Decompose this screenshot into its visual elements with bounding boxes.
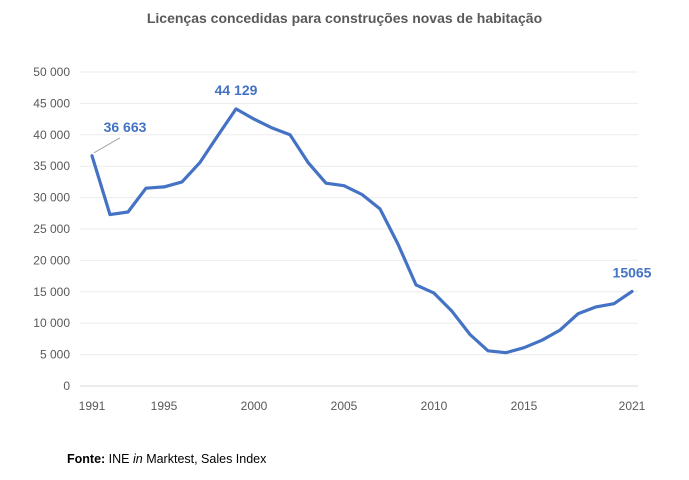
annotations: 36 663 44 129 15065 — [93, 82, 652, 280]
y-tick-label: 45 000 — [33, 96, 70, 110]
y-tick-label: 5 000 — [40, 348, 70, 362]
x-tick-label: 1991 — [79, 399, 106, 413]
y-tick-label: 20 000 — [33, 253, 70, 267]
x-tick-label: 2015 — [511, 399, 538, 413]
y-tick-label: 30 000 — [33, 191, 70, 205]
y-tick-label: 15 000 — [33, 285, 70, 299]
leader-line — [93, 137, 121, 154]
source-text-1: INE — [105, 452, 133, 466]
data-label: 15065 — [613, 264, 652, 280]
y-tick-label: 50 000 — [33, 65, 70, 79]
source-text-2: Marktest, Sales Index — [142, 452, 267, 466]
gridlines — [80, 71, 638, 356]
data-label: 36 663 — [104, 119, 147, 135]
y-tick-label: 10 000 — [33, 316, 70, 330]
x-tick-label: 2021 — [619, 399, 646, 413]
y-tick-label: 25 000 — [33, 222, 70, 236]
y-tick-label: 40 000 — [33, 128, 70, 142]
x-tick-label: 2000 — [241, 399, 268, 413]
x-tick-label: 2005 — [331, 399, 358, 413]
y-tick-label: 35 000 — [33, 159, 70, 173]
data-label: 44 129 — [215, 82, 258, 98]
series-line — [90, 107, 634, 355]
x-axis-labels: 1991 1995 2000 2005 2010 2015 2021 — [79, 399, 646, 413]
source-label: Fonte: — [67, 452, 106, 466]
source-note: Fonte: INE in Marktest, Sales Index — [67, 452, 266, 466]
x-tick-label: 1995 — [151, 399, 178, 413]
chart-title: Licenças concedidas para construções nov… — [146, 10, 543, 26]
x-tick-label: 2010 — [421, 399, 448, 413]
y-tick-label: 0 — [63, 379, 70, 393]
y-axis-labels: 0 5 000 10 000 15 000 20 000 25 000 30 000 35 0… — [33, 65, 70, 393]
series-group — [90, 107, 634, 355]
source-italic: in — [132, 452, 143, 466]
